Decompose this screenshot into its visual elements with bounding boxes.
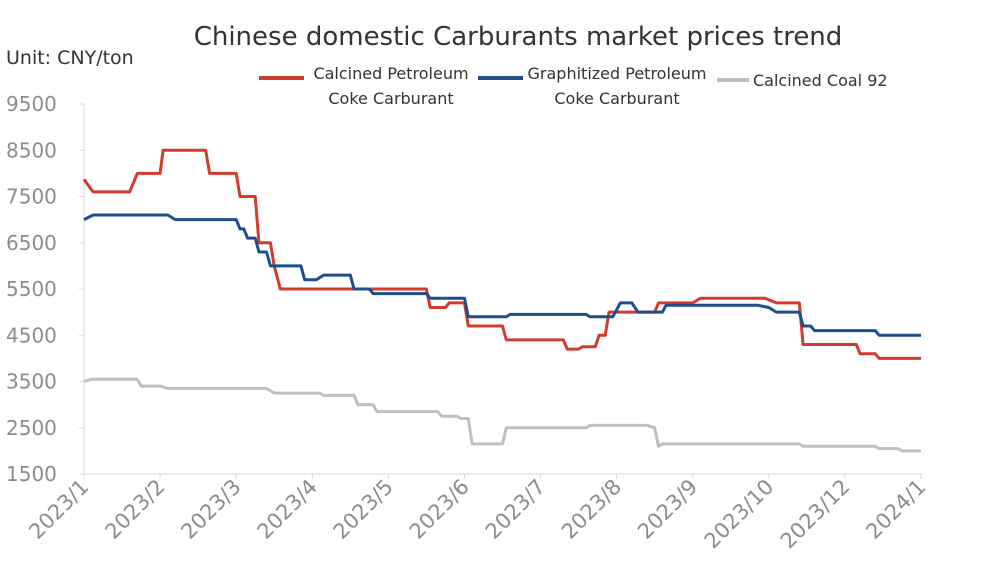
- x-tick-label: 2023/7: [481, 475, 550, 544]
- x-tick-label: 2023/10: [700, 475, 779, 554]
- x-axis: 2023/1 2023/2 2023/3 2023/4 2023/5 2023/6 2023…: [24, 473, 931, 554]
- x-tick-label: 2023/2: [100, 475, 169, 544]
- legend-label-graphitized-petroleum-line1: Graphitized Petroleum: [528, 64, 707, 83]
- plot-lines: [82, 148, 921, 453]
- legend-label-calcined-coal: Calcined Coal 92: [753, 71, 888, 90]
- y-axis: 9500 8500 7500 6500 5500 4500 3500 2500 1500: [6, 92, 85, 486]
- legend-label-graphitized-petroleum-line2: Coke Carburant: [554, 89, 679, 108]
- legend-item-calcined-petroleum: Calcined Petroleum Coke Carburant: [259, 64, 469, 108]
- legend-item-calcined-coal: Calcined Coal 92: [717, 71, 888, 90]
- x-tick-label: 2023/12: [776, 475, 855, 554]
- y-tick-label: 8500: [6, 138, 57, 162]
- x-tick-label: 2024/1: [861, 475, 930, 544]
- series-line-calcined-petroleum: [82, 148, 921, 360]
- series-line-graphitized-petroleum: [83, 213, 921, 337]
- series-line-calcined-coal: [83, 377, 921, 453]
- y-tick-label: 1500: [6, 462, 57, 486]
- x-tick-label: 2023/8: [557, 475, 626, 544]
- chart-title: Chinese domestic Carburants market price…: [194, 22, 843, 52]
- x-tick-label: 2023/3: [176, 475, 245, 544]
- legend-label-calcined-petroleum-line1: Calcined Petroleum: [313, 64, 468, 83]
- legend-item-graphitized-petroleum: Graphitized Petroleum Coke Carburant: [478, 64, 706, 108]
- x-tick-label: 2023/6: [405, 475, 474, 544]
- y-tick-label: 9500: [6, 92, 57, 116]
- legend: Calcined Petroleum Coke Carburant Graphi…: [259, 64, 888, 108]
- x-tick-label: 2023/9: [633, 475, 702, 544]
- y-tick-label: 7500: [6, 185, 57, 209]
- unit-label: Unit: CNY/ton: [6, 47, 134, 69]
- x-tick-label: 2023/5: [329, 475, 398, 544]
- x-tick-label: 2023/4: [253, 475, 322, 544]
- legend-label-calcined-petroleum-line2: Coke Carburant: [328, 89, 453, 108]
- y-tick-label: 3500: [6, 370, 57, 394]
- y-tick-label: 5500: [6, 277, 57, 301]
- y-tick-label: 6500: [6, 231, 57, 255]
- y-tick-label: 4500: [6, 323, 57, 347]
- y-tick-label: 2500: [6, 416, 57, 440]
